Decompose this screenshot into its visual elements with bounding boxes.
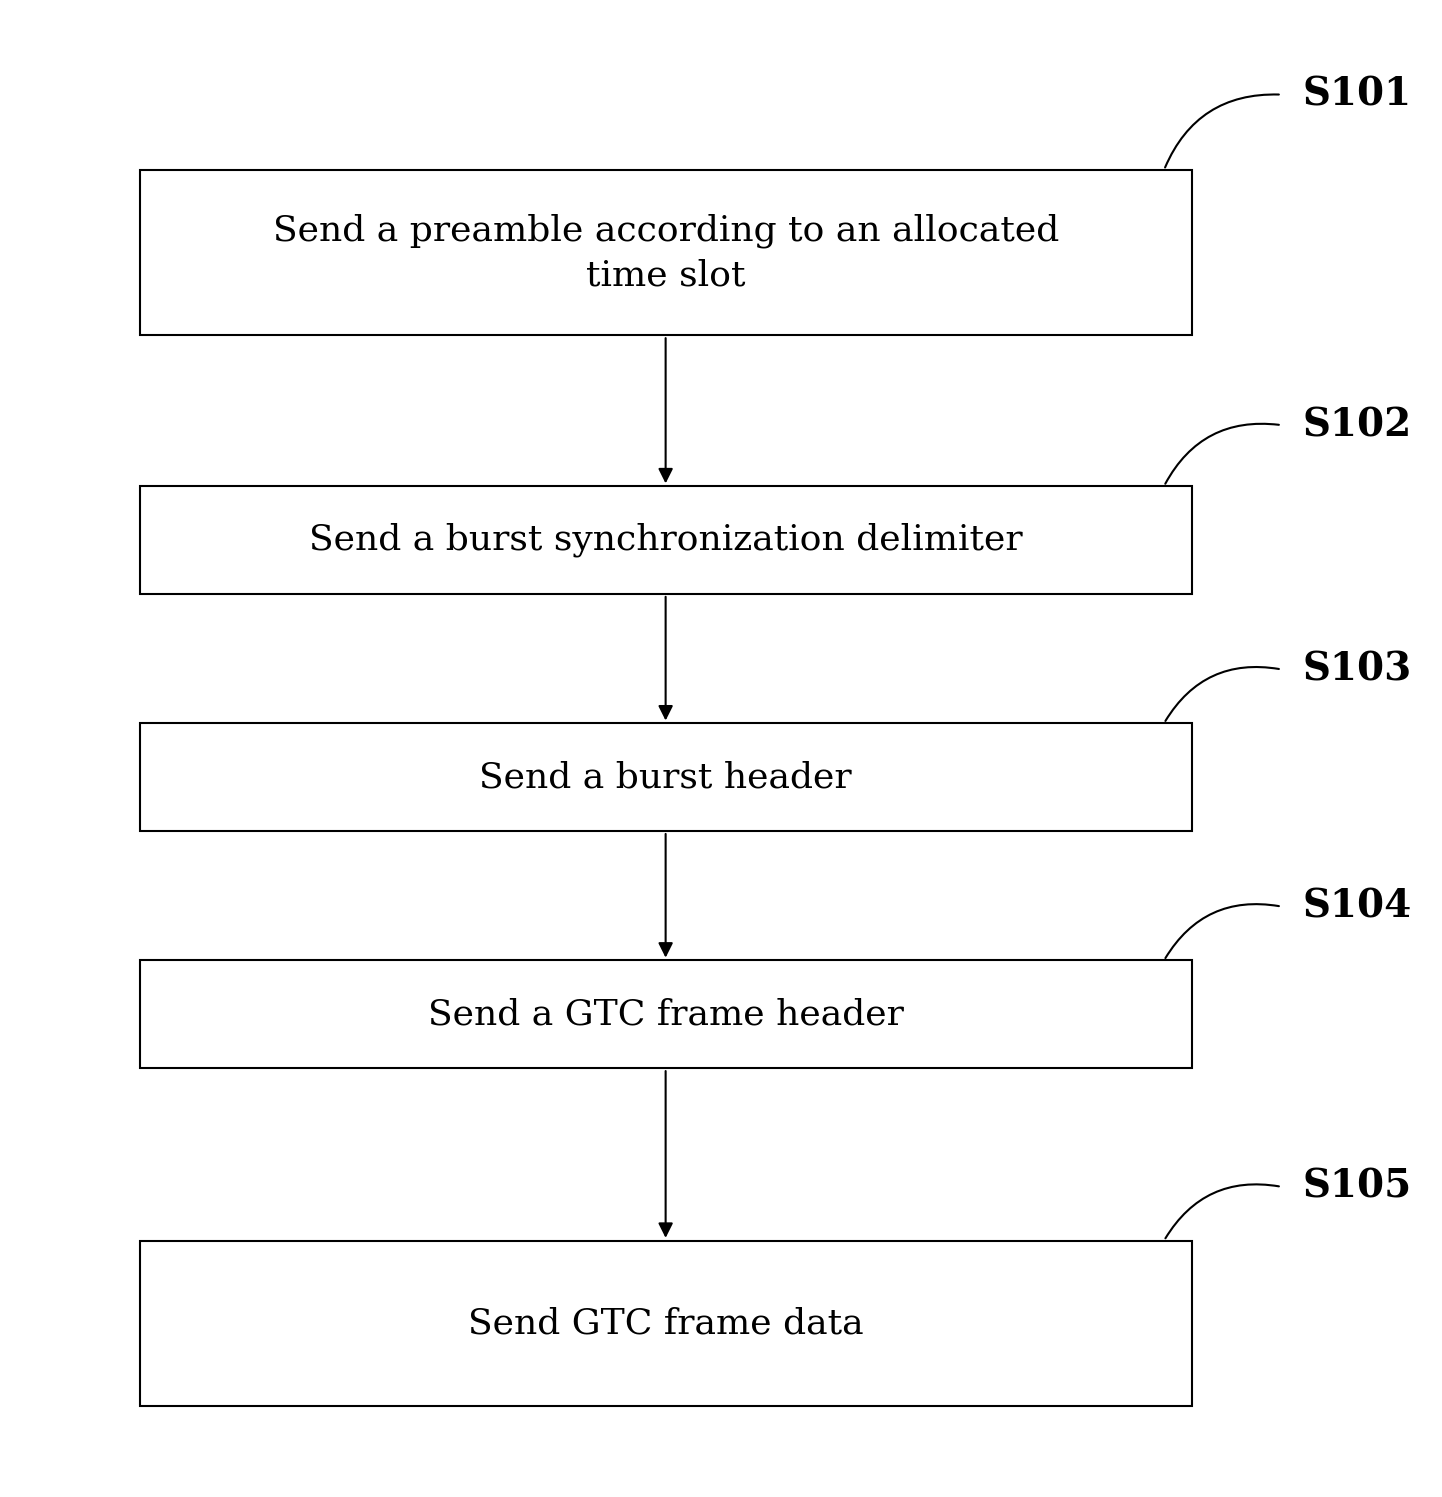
Text: S102: S102 [1302, 406, 1412, 445]
Bar [140, 171, 1191, 335]
Text: S104: S104 [1302, 888, 1412, 925]
Bar [140, 1241, 1191, 1406]
Text: Send a GTC frame header: Send a GTC frame header [428, 997, 904, 1031]
Text: Send a burst header: Send a burst header [479, 760, 852, 795]
Bar [140, 723, 1191, 831]
Text: Send GTC frame data: Send GTC frame data [467, 1307, 864, 1340]
Text: S105: S105 [1302, 1168, 1412, 1205]
Text: S103: S103 [1302, 651, 1412, 689]
Text: Send a preamble according to an allocated
time slot: Send a preamble according to an allocate… [273, 213, 1058, 292]
Text: S101: S101 [1302, 76, 1412, 114]
Text: Send a burst synchronization delimiter: Send a burst synchronization delimiter [309, 522, 1022, 557]
Bar [140, 961, 1191, 1069]
Bar [140, 487, 1191, 594]
